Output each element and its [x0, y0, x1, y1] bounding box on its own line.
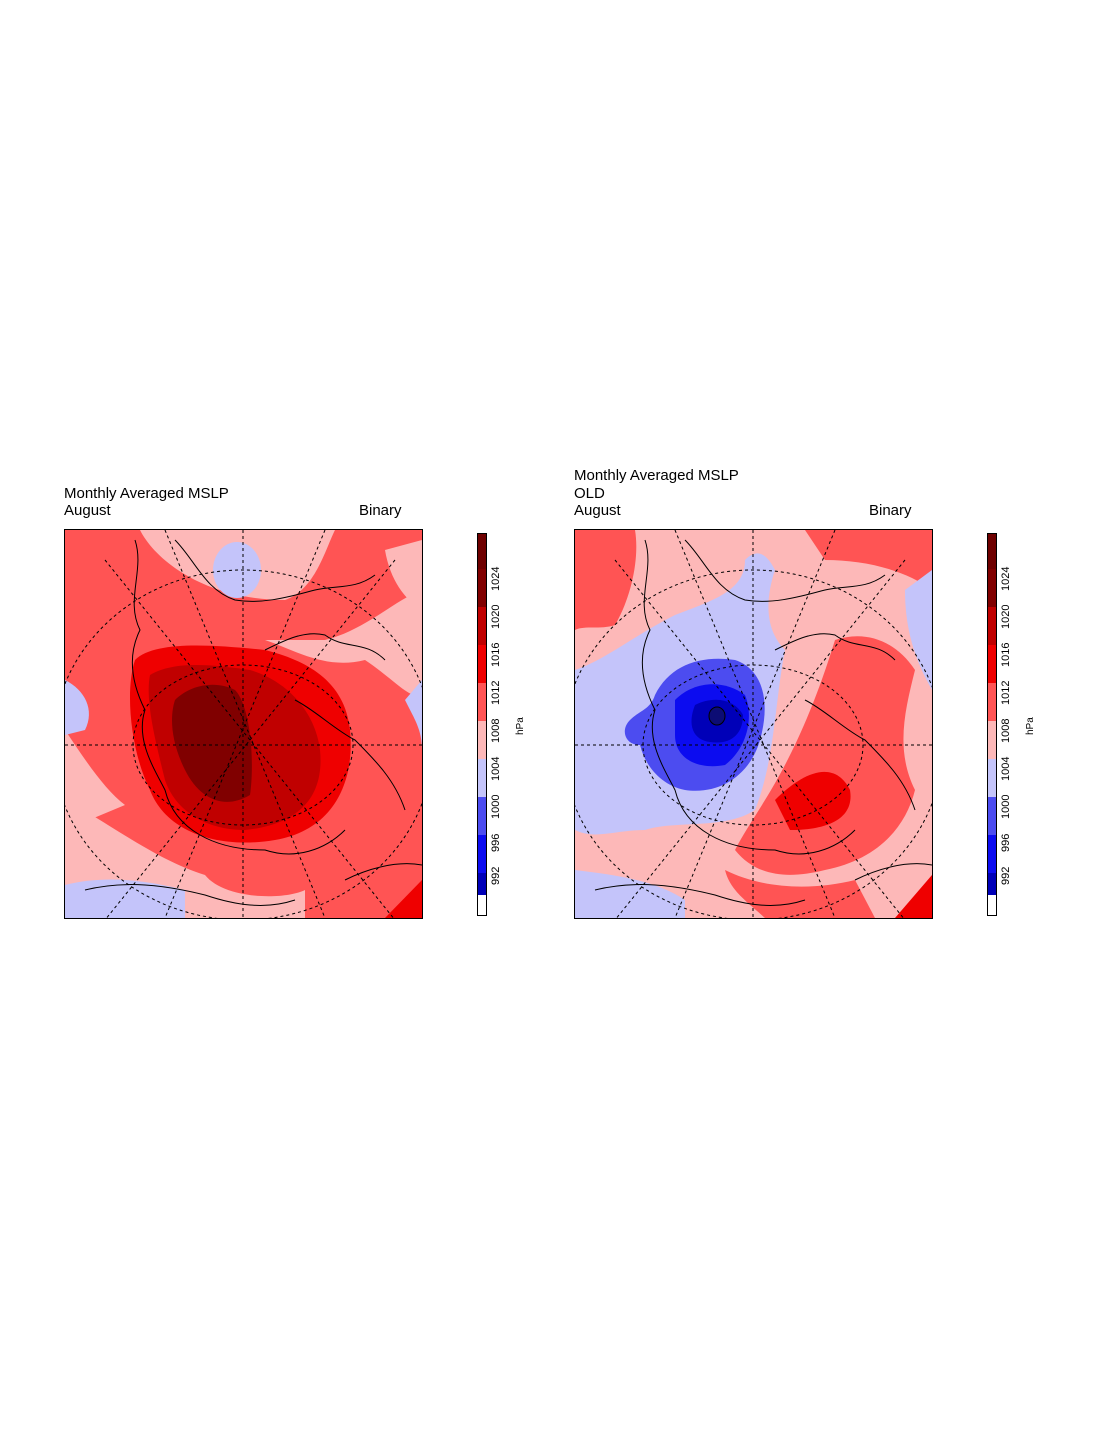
colorbar-tick: 996	[1000, 833, 1012, 852]
colorbar-tick: 1016	[490, 642, 502, 667]
panel-right-label: Binary	[869, 502, 912, 519]
mslp-map-left	[64, 529, 423, 919]
colorbar-tick: 1012	[490, 680, 502, 705]
panel-month: August	[574, 502, 621, 519]
colorbar-tick: 1020	[1000, 604, 1012, 629]
colorbar-right	[987, 533, 997, 916]
colorbar-tick: 1000	[490, 794, 502, 819]
panel-title: Monthly Averaged MSLP	[574, 467, 739, 484]
colorbar-tick: 992	[490, 866, 502, 885]
colorbar-tick: 1020	[490, 604, 502, 629]
panel-right-label: Binary	[359, 502, 402, 519]
colorbar-tick: 1024	[1000, 566, 1012, 591]
colorbar-tick: 996	[490, 833, 502, 852]
colorbar-tick: 1008	[490, 718, 502, 743]
colorbar-unit: hPa	[1025, 717, 1036, 735]
colorbar-tick: 1012	[1000, 680, 1012, 705]
colorbar-tick: 1024	[490, 566, 502, 591]
colorbar-unit: hPa	[515, 717, 526, 735]
colorbar-tick: 992	[1000, 866, 1012, 885]
colorbar-tick: 1004	[1000, 756, 1012, 781]
mslp-map-right	[574, 529, 933, 919]
colorbar-tick: 1000	[1000, 794, 1012, 819]
panel-subtitle: OLD	[574, 485, 605, 502]
colorbar-left	[477, 533, 487, 916]
panel-title: Monthly Averaged MSLP	[64, 485, 229, 502]
colorbar-tick: 1008	[1000, 718, 1012, 743]
panel-month: August	[64, 502, 111, 519]
colorbar-tick: 1004	[490, 756, 502, 781]
colorbar-tick: 1016	[1000, 642, 1012, 667]
